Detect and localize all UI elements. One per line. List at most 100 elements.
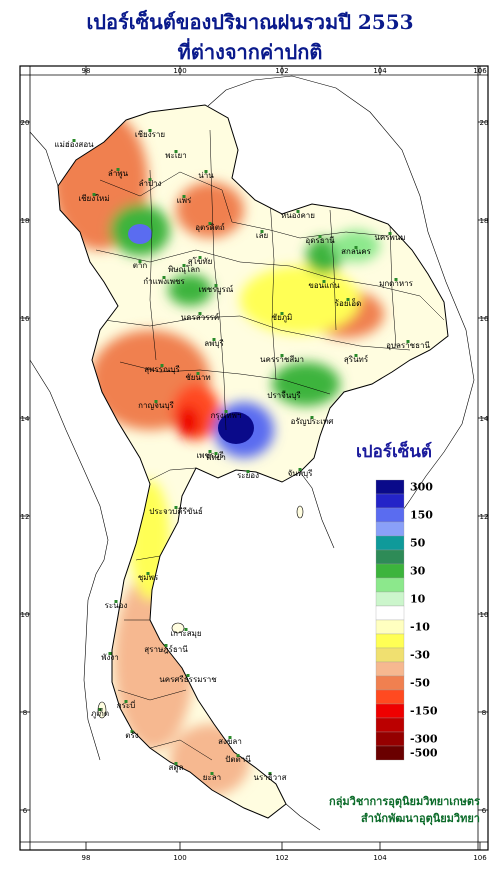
patch-bangkok-core <box>218 412 254 444</box>
station-marker <box>160 364 164 367</box>
y-tick-label: 10 <box>21 611 30 619</box>
station-marker <box>108 652 112 655</box>
legend-label: 30 <box>410 565 426 578</box>
station-label: ชัยภูมิ <box>272 313 293 323</box>
station-label: ร้อยเอ็ด <box>335 298 362 308</box>
legend-swatch <box>375 731 405 747</box>
y-tick-label: 14 <box>480 415 489 423</box>
legend-swatch <box>375 605 405 621</box>
station-label: ภูเก็ต <box>91 708 109 719</box>
station-label: จันทบุรี <box>288 469 314 478</box>
station-marker <box>260 230 264 233</box>
legend-title: เปอร์เซ็นต์ <box>356 442 432 462</box>
legend-swatch <box>375 591 405 607</box>
station-marker <box>346 298 350 301</box>
station-marker <box>214 452 218 455</box>
legend-swatch <box>375 549 405 565</box>
x-tick-label: 102 <box>275 67 288 75</box>
station-marker <box>186 674 190 677</box>
station-marker <box>298 468 302 471</box>
island-koh-chang <box>296 505 304 519</box>
islands <box>97 505 304 719</box>
y-tick-label: 12 <box>21 513 30 521</box>
station-marker <box>204 170 208 173</box>
island-phuket <box>97 701 107 719</box>
station-marker <box>214 284 218 287</box>
station-label: อุตรดิตถ์ <box>195 222 225 232</box>
station-marker <box>406 340 410 343</box>
station-marker <box>162 276 166 279</box>
legend: 300 150 50 30 10 -10 -30 -50 -150 -300-500 <box>375 479 438 761</box>
station-marker <box>210 772 214 775</box>
legend-label: -500 <box>410 747 438 760</box>
y-tick-label: 10 <box>480 611 489 619</box>
station-marker <box>164 644 168 647</box>
station-marker <box>198 312 202 315</box>
station-marker <box>354 354 358 357</box>
x-tick-label: 106 <box>473 67 487 75</box>
station-marker <box>322 280 326 283</box>
station-marker <box>124 700 128 703</box>
patch-prachinburi-wet <box>272 362 340 406</box>
station-label: ประจวบคีรีขันธ์ <box>149 506 203 516</box>
x-tick-label: 104 <box>373 854 387 862</box>
legend-label: -30 <box>410 649 430 662</box>
station-label: อุดรธานี <box>305 236 335 245</box>
legend-label: 300 <box>410 481 433 494</box>
legend-label: 50 <box>410 537 426 550</box>
station-label: กาญจนบุรี <box>138 401 174 410</box>
station-label: กระบี่ <box>117 699 136 710</box>
station-marker <box>174 762 178 765</box>
legend-label: 150 <box>410 509 433 522</box>
station-label: อุบลราชธานี <box>386 341 430 350</box>
station-label: ชุมพร <box>138 573 159 582</box>
station-marker <box>130 730 134 733</box>
map-title-line1: เปอร์เซ็นต์ของปริมาณฝนรวมปี 2553 <box>86 10 414 34</box>
legend-swatch <box>375 647 405 663</box>
station-marker <box>208 450 212 453</box>
legend-label: -300 <box>410 733 438 746</box>
y-tick-label: 14 <box>21 415 30 423</box>
station-label: แพร่ <box>177 196 192 205</box>
station-marker <box>228 736 232 739</box>
station-label: ลำพูน <box>108 169 129 179</box>
station-marker <box>138 260 142 263</box>
station-label: สุรินทร์ <box>344 354 369 364</box>
station-label: สตูล <box>169 763 184 773</box>
station-marker <box>280 312 284 315</box>
station-label: ลพบุรี <box>204 339 224 348</box>
y-tick-label: 16 <box>480 315 489 323</box>
station-label: พิษณุโลก <box>168 264 200 274</box>
y-tick-label: 12 <box>480 513 489 521</box>
legend-swatch <box>375 493 405 509</box>
y-tick-label: 20 <box>480 119 489 127</box>
legend-swatch <box>375 717 405 733</box>
station-marker <box>318 235 322 238</box>
legend-swatch <box>375 745 405 761</box>
legend-swatch <box>375 535 405 551</box>
station-label: ตาก <box>133 261 148 270</box>
legend-label: -150 <box>410 705 438 718</box>
station-label: สุพรรณบุรี <box>144 365 180 374</box>
malaysia-coast <box>285 803 321 831</box>
northwest-border <box>29 131 59 187</box>
station-marker <box>146 572 150 575</box>
station-label: เพชรบุรี <box>196 451 224 460</box>
station-marker <box>280 354 284 357</box>
y-tick-label: 16 <box>21 315 30 323</box>
y-tick-label: 20 <box>21 119 30 127</box>
station-label: กำแพงเพชร <box>143 277 185 286</box>
station-label: เชียงใหม่ <box>78 194 109 203</box>
map-title-line2: ที่ต่างจากค่าปกติ <box>177 40 323 64</box>
credit-line2: สำนักพัฒนาอุตุนิยมวิทยา <box>361 812 480 825</box>
station-marker <box>388 232 392 235</box>
station-marker <box>92 193 96 196</box>
patch-kanchanaburi-driest <box>176 406 200 438</box>
x-tick-label: 104 <box>373 67 387 75</box>
y-tick-label: 6 <box>23 807 28 815</box>
station-label: นครราชสีมา <box>260 355 304 364</box>
station-label: สงขลา <box>218 737 242 746</box>
